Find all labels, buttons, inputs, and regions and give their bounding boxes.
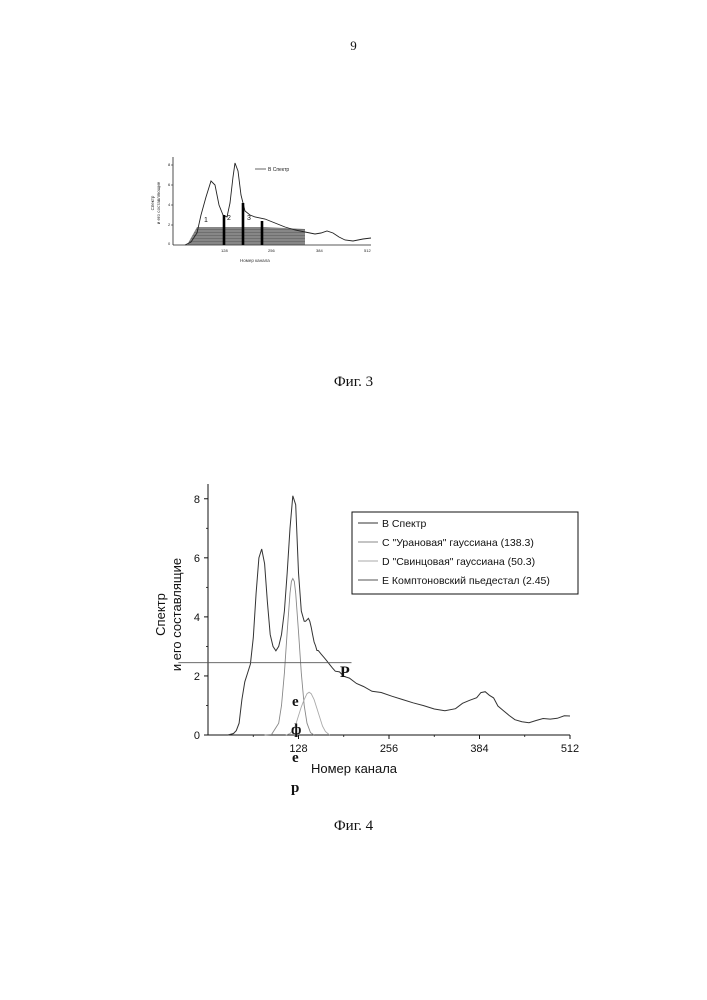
x-tick-label: 256 [380, 743, 398, 755]
page-number: 9 [0, 38, 707, 54]
y-axis-label-line: и его составлящие [169, 558, 184, 671]
legend-entry: C "Урановая" гауссиана (138.3) [382, 537, 534, 549]
fig3-region-label-1: 1 [204, 217, 208, 224]
fig3-xtick-256: 256 [268, 248, 275, 253]
y-axis-label-group: Спектри его составлящие [153, 558, 184, 671]
stray-letter: p [291, 780, 299, 796]
stray-letter: e [292, 750, 299, 766]
stray-letter: e [292, 694, 299, 710]
legend-entry: E Комптоновский пьедестал (2.45) [382, 575, 550, 587]
svg-text:4: 4 [168, 202, 171, 207]
y-tick-label: 2 [194, 671, 200, 683]
fig3-caption: Фиг. 3 [0, 374, 707, 391]
legend-entry: B Спектр [382, 518, 427, 530]
y-tick-label: 0 [194, 730, 200, 742]
fig3-region-label-2: 2 [227, 215, 231, 222]
series-c-uranium-gaussian [265, 579, 315, 736]
fig3-region-label-3: 3 [247, 215, 251, 222]
figure-4-chart: 02468128256384512Номер каналаСпектри его… [130, 470, 590, 820]
svg-text:6: 6 [168, 182, 171, 187]
legend-entry: D "Свинцовая" гауссиана (50.3) [382, 556, 535, 568]
y-tick-label: 4 [194, 612, 200, 624]
fig3-compton-region [187, 227, 305, 245]
y-tick-label: 6 [194, 553, 200, 565]
svg-text:8: 8 [168, 162, 171, 167]
fig4-caption: Фиг. 4 [0, 818, 707, 835]
svg-text:0: 0 [168, 241, 171, 246]
x-tick-label: 512 [561, 743, 579, 755]
fig3-xtick-384: 384 [316, 248, 323, 253]
figure-3: 8 6 4 2 0 1 2 3 128 256 384 512 Номер кана… [135, 145, 380, 275]
stray-letter: P [340, 664, 350, 681]
fig3-xlabel: Номер канала [240, 258, 270, 263]
x-axis-label: Номер канала [311, 761, 398, 776]
fig3-ylabel-line1: Спектр [150, 195, 155, 210]
fig3-legend-entry: B Спектр [268, 167, 289, 173]
fig3-xtick-128: 128 [221, 248, 228, 253]
fig3-xtick-512: 512 [364, 248, 371, 253]
svg-text:2: 2 [168, 222, 171, 227]
y-axis-label-line: Спектр [153, 593, 168, 636]
x-tick-label: 384 [470, 743, 488, 755]
stray-letter: ф [291, 722, 301, 738]
fig3-ylabel-line2: и его составляющие [156, 181, 161, 224]
y-tick-label: 8 [194, 494, 200, 506]
